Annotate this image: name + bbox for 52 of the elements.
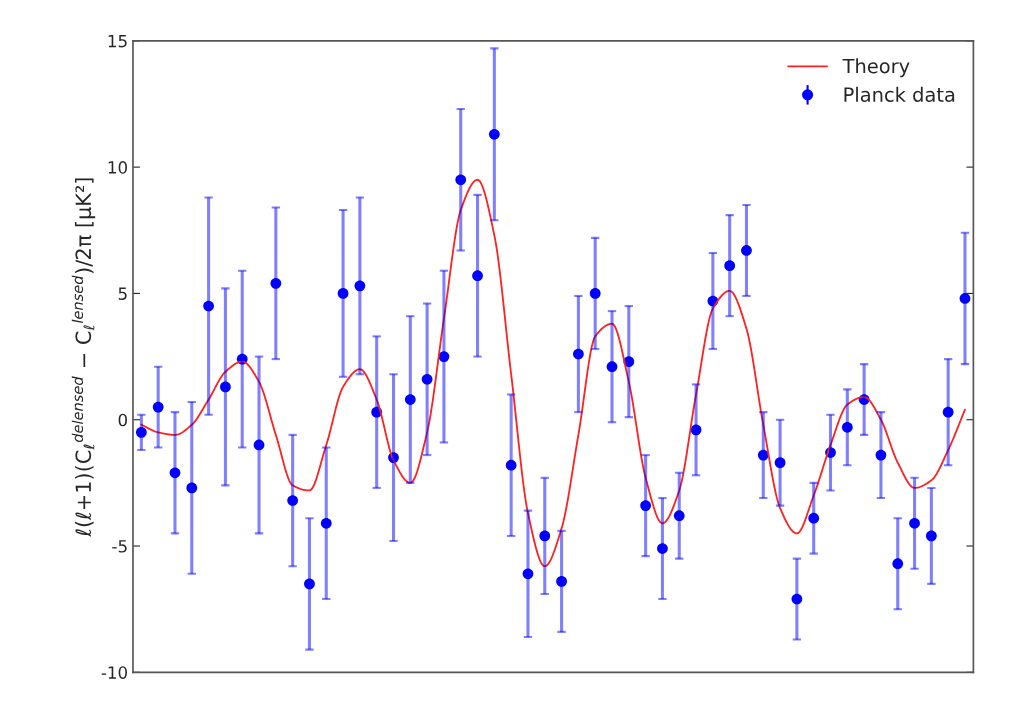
point xyxy=(589,288,601,299)
point xyxy=(220,381,231,393)
legend-label: Planck data xyxy=(844,86,955,102)
point xyxy=(455,174,467,186)
point xyxy=(320,517,332,529)
point xyxy=(135,426,147,438)
point xyxy=(522,568,534,580)
point xyxy=(673,510,685,522)
point xyxy=(203,300,214,312)
point xyxy=(169,467,181,479)
y-axis-title: ℓ(ℓ+1)(C$_{ℓ}$$^{delensed}$ − C$_{ℓ}$$^{lensed}$)/2π [μK²] xyxy=(71,178,96,537)
y-tick-label: 15 xyxy=(108,35,127,48)
point xyxy=(488,128,500,140)
point xyxy=(724,260,736,272)
point xyxy=(757,449,769,461)
point xyxy=(472,270,483,282)
point xyxy=(505,459,517,471)
point xyxy=(270,277,282,289)
point xyxy=(573,348,584,360)
point xyxy=(606,361,618,373)
point xyxy=(690,424,702,436)
point xyxy=(774,457,786,469)
point xyxy=(942,406,954,418)
point xyxy=(186,482,198,494)
point xyxy=(959,293,971,304)
point xyxy=(556,576,567,587)
point xyxy=(438,351,450,362)
y-tick-label: 10 xyxy=(108,161,127,174)
point xyxy=(741,245,752,256)
point xyxy=(925,530,937,542)
point xyxy=(808,512,820,524)
point xyxy=(640,500,651,511)
point xyxy=(304,578,315,590)
point xyxy=(909,517,920,529)
point xyxy=(253,439,265,451)
point xyxy=(539,530,551,542)
y-tick-label: 5 xyxy=(118,287,127,300)
point xyxy=(892,558,904,570)
point xyxy=(875,449,887,461)
y-tick-label: -10 xyxy=(101,666,127,679)
legend-label: Theory xyxy=(842,58,910,78)
point xyxy=(421,373,433,385)
point xyxy=(337,288,349,299)
point xyxy=(404,394,416,405)
point xyxy=(287,495,299,506)
y-tick-label: -5 xyxy=(112,540,127,553)
y-tick-label: 0 xyxy=(118,413,127,427)
point xyxy=(152,401,164,413)
point xyxy=(841,421,853,433)
point xyxy=(354,280,366,292)
point xyxy=(791,593,803,605)
point xyxy=(657,543,668,554)
